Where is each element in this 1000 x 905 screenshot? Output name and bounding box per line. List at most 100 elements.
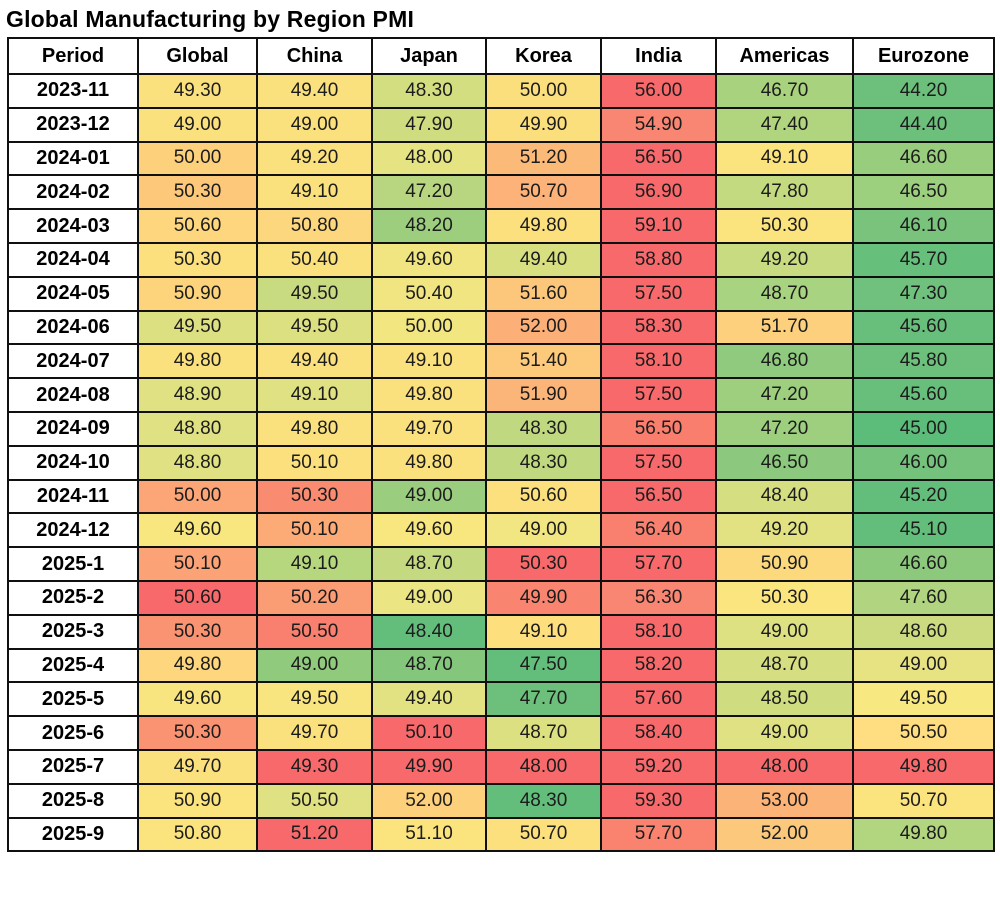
- pmi-cell-korea: 48.30: [485, 410, 602, 447]
- pmi-cell-japan: 50.40: [371, 275, 487, 312]
- pmi-cell-americas: 49.00: [715, 715, 854, 751]
- pmi-cell-india: 58.20: [600, 647, 717, 684]
- pmi-cell-china: 50.50: [256, 782, 373, 819]
- pmi-cell-eurozone: 46.10: [852, 208, 995, 244]
- pmi-cell-eurozone: 47.60: [852, 579, 995, 616]
- pmi-cell-americas: 51.70: [715, 309, 854, 346]
- pmi-cell-eurozone: 46.00: [852, 444, 995, 481]
- table-row: 2024-03 50.60 50.80 48.20 49.80 59.10 50.30 46.…: [7, 208, 995, 244]
- pmi-heatmap-table: Period Global China Japan Korea India Americas…: [7, 37, 995, 853]
- pmi-cell-americas: 49.20: [715, 241, 854, 278]
- pmi-cell-india: 59.10: [600, 208, 717, 244]
- pmi-cell-americas: 52.00: [715, 816, 854, 853]
- table-row: 2025-6 50.30 49.70 50.10 48.70 58.40 49.00 50.5…: [7, 715, 995, 751]
- pmi-cell-eurozone: 45.20: [852, 478, 995, 515]
- pmi-cell-japan: 49.10: [371, 343, 487, 380]
- pmi-cell-china: 50.10: [256, 444, 373, 481]
- pmi-cell-korea: 51.20: [485, 140, 602, 177]
- table-row: 2024-11 50.00 50.30 49.00 50.60 56.50 48.40 45.…: [7, 478, 995, 515]
- table-row: 2024-05 50.90 49.50 50.40 51.60 57.50 48.70 47.…: [7, 275, 995, 312]
- pmi-cell-india: 56.30: [600, 579, 717, 616]
- pmi-cell-japan: 50.00: [371, 309, 487, 346]
- pmi-cell-korea: 50.30: [485, 546, 602, 582]
- row-label-period: 2025-3: [7, 613, 139, 650]
- pmi-cell-japan: 47.90: [371, 106, 487, 143]
- column-header-india: India: [600, 37, 717, 75]
- pmi-cell-korea: 49.40: [485, 241, 602, 278]
- pmi-cell-global: 50.60: [137, 579, 258, 616]
- pmi-cell-india: 58.80: [600, 241, 717, 278]
- row-label-period: 2024-09: [7, 410, 139, 447]
- pmi-cell-korea: 50.70: [485, 174, 602, 211]
- pmi-cell-japan: 50.10: [371, 715, 487, 751]
- pmi-cell-korea: 50.60: [485, 478, 602, 515]
- pmi-cell-global: 50.30: [137, 715, 258, 751]
- row-label-period: 2024-03: [7, 208, 139, 244]
- pmi-cell-india: 58.40: [600, 715, 717, 751]
- pmi-cell-americas: 47.40: [715, 106, 854, 143]
- pmi-cell-japan: 48.00: [371, 140, 487, 177]
- pmi-cell-korea: 47.50: [485, 647, 602, 684]
- row-label-period: 2025-6: [7, 715, 139, 751]
- pmi-cell-india: 56.50: [600, 140, 717, 177]
- pmi-cell-india: 57.70: [600, 546, 717, 582]
- table-row: 2024-12 49.60 50.10 49.60 49.00 56.40 49.20 45.…: [7, 512, 995, 549]
- table-row: 2025-5 49.60 49.50 49.40 47.70 57.60 48.50 49.5…: [7, 681, 995, 718]
- row-label-period: 2023-12: [7, 106, 139, 143]
- pmi-cell-korea: 47.70: [485, 681, 602, 718]
- pmi-cell-china: 49.20: [256, 140, 373, 177]
- row-label-period: 2024-11: [7, 478, 139, 515]
- table-header: Period Global China Japan Korea India Americas…: [7, 37, 995, 75]
- pmi-cell-korea: 49.90: [485, 579, 602, 616]
- pmi-cell-eurozone: 44.40: [852, 106, 995, 143]
- pmi-cell-korea: 50.70: [485, 816, 602, 853]
- pmi-cell-korea: 51.40: [485, 343, 602, 380]
- row-label-period: 2024-02: [7, 174, 139, 211]
- pmi-cell-japan: 49.70: [371, 410, 487, 447]
- row-label-period: 2023-11: [7, 73, 139, 109]
- pmi-cell-global: 48.80: [137, 444, 258, 481]
- pmi-cell-india: 57.50: [600, 275, 717, 312]
- table-row: 2024-02 50.30 49.10 47.20 50.70 56.90 47.80 46.…: [7, 174, 995, 211]
- pmi-cell-americas: 49.00: [715, 613, 854, 650]
- pmi-cell-korea: 49.80: [485, 208, 602, 244]
- pmi-cell-japan: 49.00: [371, 579, 487, 616]
- table-row: 2025-2 50.60 50.20 49.00 49.90 56.30 50.30 47.6…: [7, 579, 995, 616]
- row-label-period: 2025-4: [7, 647, 139, 684]
- pmi-cell-eurozone: 46.60: [852, 140, 995, 177]
- pmi-cell-japan: 47.20: [371, 174, 487, 211]
- pmi-cell-eurozone: 45.60: [852, 377, 995, 413]
- pmi-cell-global: 50.30: [137, 241, 258, 278]
- pmi-cell-korea: 50.00: [485, 73, 602, 109]
- pmi-cell-global: 49.60: [137, 681, 258, 718]
- column-header-korea: Korea: [485, 37, 602, 75]
- pmi-cell-americas: 48.70: [715, 647, 854, 684]
- pmi-cell-india: 54.90: [600, 106, 717, 143]
- pmi-cell-china: 49.10: [256, 377, 373, 413]
- row-label-period: 2024-05: [7, 275, 139, 312]
- pmi-cell-japan: 49.60: [371, 241, 487, 278]
- column-header-japan: Japan: [371, 37, 487, 75]
- row-label-period: 2025-8: [7, 782, 139, 819]
- pmi-cell-americas: 46.80: [715, 343, 854, 380]
- pmi-cell-global: 49.60: [137, 512, 258, 549]
- table-row: 2024-06 49.50 49.50 50.00 52.00 58.30 51.70 45.…: [7, 309, 995, 346]
- row-label-period: 2024-08: [7, 377, 139, 413]
- table-row: 2024-07 49.80 49.40 49.10 51.40 58.10 46.80 45.…: [7, 343, 995, 380]
- pmi-cell-americas: 48.70: [715, 275, 854, 312]
- pmi-cell-korea: 49.00: [485, 512, 602, 549]
- pmi-cell-korea: 51.90: [485, 377, 602, 413]
- pmi-cell-japan: 49.80: [371, 444, 487, 481]
- table-row: 2023-11 49.30 49.40 48.30 50.00 56.00 46.70 44.…: [7, 73, 995, 109]
- pmi-cell-china: 49.30: [256, 748, 373, 785]
- pmi-cell-china: 49.40: [256, 343, 373, 380]
- pmi-cell-korea: 52.00: [485, 309, 602, 346]
- pmi-cell-americas: 48.50: [715, 681, 854, 718]
- pmi-cell-japan: 48.70: [371, 546, 487, 582]
- pmi-cell-global: 50.30: [137, 174, 258, 211]
- pmi-cell-india: 57.60: [600, 681, 717, 718]
- pmi-cell-americas: 53.00: [715, 782, 854, 819]
- row-label-period: 2025-5: [7, 681, 139, 718]
- column-header-global: Global: [137, 37, 258, 75]
- pmi-cell-global: 50.80: [137, 816, 258, 853]
